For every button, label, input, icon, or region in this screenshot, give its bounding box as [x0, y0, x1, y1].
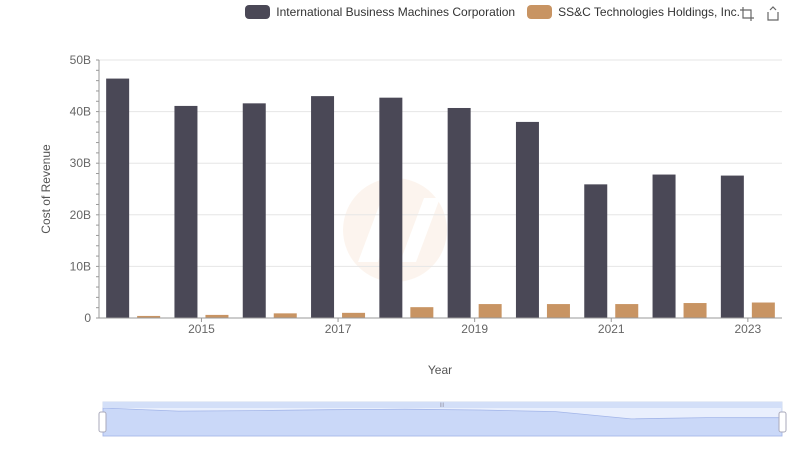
data-zoom-slider[interactable]: III — [98, 401, 787, 437]
bar-ssnc-2016[interactable] — [273, 313, 297, 318]
zoom-handle-left[interactable] — [98, 411, 107, 433]
zoom-move-grip: III — [439, 403, 444, 409]
zoom-move-handle[interactable] — [103, 402, 782, 408]
grid-lines — [99, 59, 782, 319]
y-tick-label: 10B — [70, 259, 91, 273]
legend-item-ssnc[interactable]: SS&C Technologies Holdings, Inc. — [527, 5, 740, 19]
bar-ibm-2020[interactable] — [515, 121, 539, 318]
legend: International Business Machines Corporat… — [245, 3, 740, 21]
bar-ssnc-2023[interactable] — [751, 302, 775, 318]
bar-ssnc-2014[interactable] — [137, 315, 161, 318]
bar-ibm-2019[interactable] — [447, 107, 471, 318]
x-tick-label: 2017 — [325, 322, 352, 336]
y-axis-label: Cost of Revenue — [39, 144, 53, 234]
x-tick-label: 2023 — [734, 322, 761, 336]
y-tick-label: 20B — [70, 208, 91, 222]
bar-ibm-2016[interactable] — [242, 103, 266, 319]
bar-ssnc-2022[interactable] — [683, 303, 707, 318]
legend-swatch-ibm — [245, 5, 271, 19]
bar-ssnc-2015[interactable] — [205, 314, 229, 318]
bar-ibm-2014[interactable] — [106, 78, 130, 319]
bar-ssnc-2020[interactable] — [546, 304, 570, 318]
bar-ssnc-2019[interactable] — [478, 304, 502, 318]
zoom-select-icon[interactable] — [738, 5, 756, 23]
legend-item-ibm[interactable]: International Business Machines Corporat… — [245, 5, 515, 19]
bar-ibm-2015[interactable] — [174, 105, 198, 318]
x-axis-label: Year — [428, 363, 452, 377]
y-tick-label: 30B — [70, 156, 91, 170]
bar-ibm-2021[interactable] — [584, 184, 608, 318]
bar-ssnc-2017[interactable] — [342, 312, 366, 318]
bars — [106, 78, 775, 319]
toolbox — [738, 5, 782, 23]
zoom-handle-right[interactable] — [778, 411, 787, 433]
bar-ibm-2022[interactable] — [652, 174, 676, 318]
restore-icon[interactable] — [764, 5, 782, 23]
x-tick-label: 2015 — [188, 322, 215, 336]
bar-ibm-2017[interactable] — [311, 96, 335, 319]
x-tick-label: 2021 — [598, 322, 625, 336]
x-tick-label: 2019 — [461, 322, 488, 336]
bar-ibm-2023[interactable] — [720, 175, 744, 318]
bar-ssnc-2021[interactable] — [615, 304, 639, 318]
y-axis: 0 10B 20B 30B 40B 50B — [70, 53, 100, 325]
y-tick-label: 0 — [84, 311, 91, 325]
y-tick-label: 40B — [70, 105, 91, 119]
legend-label-ibm: International Business Machines Corporat… — [276, 5, 516, 19]
bar-ssnc-2018[interactable] — [410, 307, 434, 318]
legend-swatch-ssnc — [527, 5, 553, 19]
x-axis: 2015 2017 2019 2021 2023 — [99, 317, 782, 336]
legend-label-ssnc: SS&C Technologies Holdings, Inc. — [558, 5, 740, 19]
bar-ibm-2018[interactable] — [379, 97, 403, 318]
y-tick-label: 50B — [70, 53, 91, 67]
